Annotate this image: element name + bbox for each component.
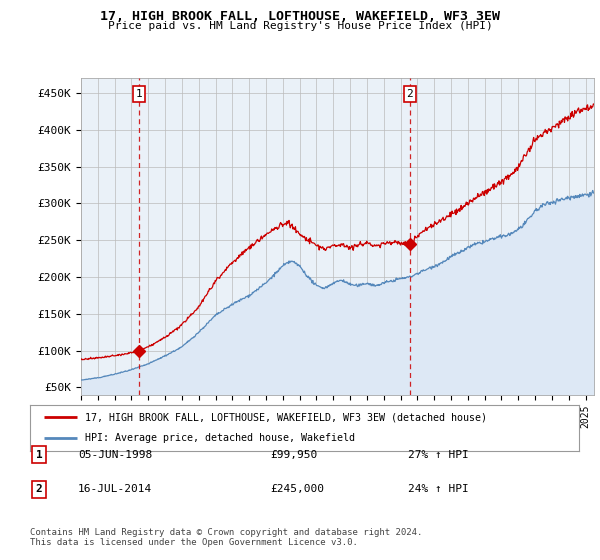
Text: 2: 2 <box>35 484 43 494</box>
Text: 17, HIGH BROOK FALL, LOFTHOUSE, WAKEFIELD, WF3 3EW (detached house): 17, HIGH BROOK FALL, LOFTHOUSE, WAKEFIEL… <box>85 412 487 422</box>
Text: 1: 1 <box>35 450 43 460</box>
Text: 17, HIGH BROOK FALL, LOFTHOUSE, WAKEFIELD, WF3 3EW: 17, HIGH BROOK FALL, LOFTHOUSE, WAKEFIEL… <box>100 10 500 22</box>
Text: 16-JUL-2014: 16-JUL-2014 <box>78 484 152 494</box>
Text: Contains HM Land Registry data © Crown copyright and database right 2024.
This d: Contains HM Land Registry data © Crown c… <box>30 528 422 547</box>
Text: Price paid vs. HM Land Registry's House Price Index (HPI): Price paid vs. HM Land Registry's House … <box>107 21 493 31</box>
Text: 05-JUN-1998: 05-JUN-1998 <box>78 450 152 460</box>
Text: HPI: Average price, detached house, Wakefield: HPI: Average price, detached house, Wake… <box>85 433 355 444</box>
Text: 24% ↑ HPI: 24% ↑ HPI <box>408 484 469 494</box>
Text: 27% ↑ HPI: 27% ↑ HPI <box>408 450 469 460</box>
Text: £245,000: £245,000 <box>270 484 324 494</box>
Text: 2: 2 <box>406 89 413 99</box>
Text: £99,950: £99,950 <box>270 450 317 460</box>
Text: 1: 1 <box>136 89 142 99</box>
